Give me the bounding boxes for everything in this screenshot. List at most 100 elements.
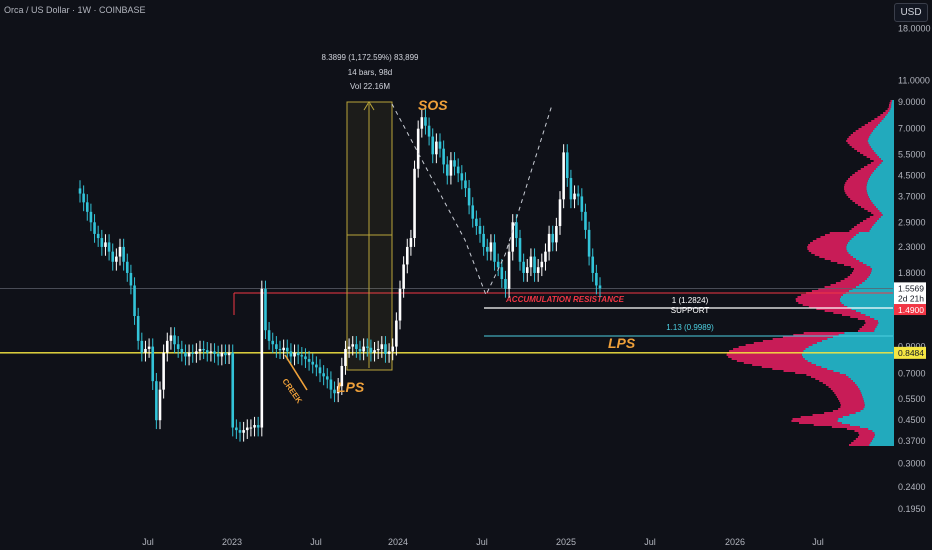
profile-bar-down — [853, 440, 872, 442]
candle-body — [453, 160, 456, 167]
candle-body — [256, 425, 260, 428]
profile-bar-down — [824, 310, 856, 312]
candle-body — [325, 376, 329, 380]
candle-body — [522, 261, 525, 273]
time-tick-label: 2024 — [388, 537, 408, 547]
yellow-level-badge — [894, 346, 926, 359]
profile-bar-down — [870, 162, 882, 164]
profile-bar-down — [835, 394, 862, 396]
profile-bar-down — [858, 432, 875, 434]
profile-bar-up — [891, 106, 894, 108]
candle-body — [435, 141, 438, 155]
candle-body — [144, 348, 147, 353]
profile-bar-up — [837, 420, 894, 422]
profile-bar-down — [840, 404, 865, 406]
profile-bar-down — [854, 226, 873, 228]
profile-bar-up — [870, 228, 894, 230]
profile-bar-down — [867, 210, 880, 212]
profile-bar-up — [876, 220, 894, 222]
profile-bar-up — [861, 392, 894, 394]
profile-bar-down — [863, 154, 878, 156]
candle-body — [595, 272, 598, 286]
profile-bar-up — [878, 218, 894, 220]
measure-change-label: 8.3899 (1,172.59%) 83,899 — [321, 53, 419, 62]
candle-body — [373, 350, 376, 353]
profile-bar-up — [869, 144, 894, 146]
candle-body — [336, 386, 340, 394]
profile-bar-up — [850, 378, 894, 380]
currency-button[interactable]: USD — [894, 3, 928, 22]
profile-bar-up — [879, 210, 894, 212]
profile-bar-up — [880, 216, 894, 218]
candle-body — [475, 218, 478, 227]
profile-bar-up — [889, 110, 894, 112]
profile-bar-down — [833, 312, 861, 314]
profile-bar-up — [870, 134, 894, 136]
profile-bar-down — [856, 224, 874, 226]
candle-body — [264, 288, 267, 331]
profile-bar-down — [852, 200, 872, 202]
candle-body — [158, 389, 162, 421]
profile-bar-down — [855, 130, 873, 132]
profile-bar-down — [729, 350, 804, 352]
profile-bar-up — [859, 426, 894, 428]
profile-bar-up — [816, 342, 894, 344]
price-tick-label: 0.5500 — [898, 394, 926, 404]
price-tick-label: 2.3000 — [898, 242, 926, 252]
profile-bar-up — [858, 386, 894, 388]
profile-bar-down — [828, 386, 859, 388]
candle-body — [242, 430, 245, 433]
profile-bar-down — [889, 102, 892, 104]
profile-bar-up — [871, 268, 894, 270]
profile-bar-up — [853, 236, 894, 238]
candle-body — [438, 141, 442, 149]
last-price-text: 1.5569 — [898, 283, 924, 293]
profile-bar-up — [890, 108, 894, 110]
profile-bar-down — [859, 222, 876, 224]
profile-bar-up — [881, 120, 894, 122]
time-tick-label: Jul — [812, 537, 824, 547]
profile-bar-up — [827, 338, 894, 340]
profile-bar-down — [814, 254, 851, 256]
candle-body — [431, 136, 435, 155]
profile-bar-up — [859, 284, 894, 286]
profile-bar-down — [806, 374, 846, 376]
profile-bar-down — [857, 436, 875, 438]
symbol-title[interactable]: Orca / US Dollar · 1W · COINBASE — [4, 5, 146, 15]
profile-bar-up — [815, 364, 894, 366]
candle-body — [369, 347, 373, 353]
profile-bar-down — [840, 406, 865, 408]
candle-body — [525, 267, 529, 273]
profile-bar-up — [864, 280, 894, 282]
profile-bar-down — [848, 178, 869, 180]
time-axis[interactable]: Jul 2023 Jul 2024 Jul 2025 Jul 2026 Jul — [142, 537, 824, 547]
profile-bar-down — [860, 152, 876, 154]
candle-body — [384, 344, 387, 354]
candle-body — [111, 251, 115, 262]
price-tick-label: 0.3700 — [898, 436, 926, 446]
profile-bar-up — [840, 300, 894, 302]
candle-body — [580, 196, 584, 212]
price-axis[interactable]: 18.0000 11.0000 9.0000 7.0000 5.5000 4.5000 3.… — [898, 23, 931, 514]
candle-body — [555, 226, 558, 243]
profile-bar-down — [824, 258, 856, 260]
support-label: SUPPORT — [671, 306, 710, 315]
candle-body — [140, 340, 144, 353]
profile-bar-down — [841, 314, 866, 316]
profile-bar-down — [857, 204, 875, 206]
profile-bar-up — [811, 362, 894, 364]
fib-113-label: 1.13 (0.9989) — [666, 323, 714, 332]
candle-body — [358, 348, 362, 352]
candle-body — [351, 344, 355, 347]
profile-bar-up — [875, 222, 894, 224]
profile-bar-up — [866, 188, 894, 190]
profile-bar-down — [738, 346, 809, 348]
profile-bar-down — [858, 128, 875, 130]
candle-body — [93, 222, 96, 234]
fib-1-label: 1 (1.2824) — [672, 296, 709, 305]
profile-bar-down — [830, 260, 860, 262]
profile-bar-up — [849, 424, 894, 426]
profile-bar-down — [818, 288, 853, 290]
candle-body — [195, 351, 198, 354]
